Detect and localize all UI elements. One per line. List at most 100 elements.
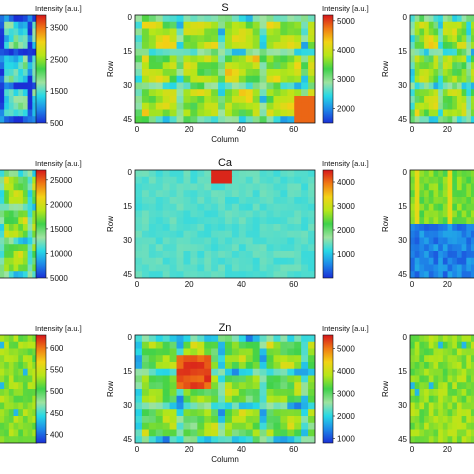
heatmap-cell bbox=[266, 75, 275, 84]
heatmap-cell bbox=[294, 42, 302, 50]
heatmap-cell bbox=[8, 176, 15, 185]
heatmap-cell bbox=[301, 203, 309, 212]
heatmap-cell bbox=[410, 203, 416, 212]
heatmap-cell bbox=[308, 35, 315, 43]
heatmap-cell bbox=[148, 257, 157, 266]
heatmap-cell bbox=[0, 69, 5, 77]
heatmap-cell bbox=[442, 203, 449, 212]
heatmap-cell bbox=[0, 335, 5, 343]
heatmap-cell bbox=[452, 203, 458, 212]
y-tick-label: 0 bbox=[403, 168, 408, 177]
heatmap-cell bbox=[169, 217, 178, 225]
x-tick-label: 60 bbox=[289, 445, 298, 454]
heatmap-cell bbox=[287, 416, 295, 424]
heatmap-cell bbox=[252, 102, 261, 111]
heatmap-cell bbox=[176, 257, 185, 266]
heatmap-cell bbox=[442, 335, 449, 343]
heatmap-cell bbox=[294, 395, 302, 404]
colorbar-tick-label: 4000 bbox=[337, 178, 355, 187]
heatmap-cell bbox=[252, 190, 261, 198]
heatmap-cell bbox=[18, 382, 24, 390]
x-tick-label: 40 bbox=[237, 280, 246, 289]
heatmap-cell bbox=[461, 15, 467, 23]
heatmap-cell bbox=[287, 75, 295, 84]
heatmap-cell bbox=[456, 224, 463, 232]
heatmap-cell bbox=[32, 82, 37, 90]
heatmap-cell bbox=[197, 230, 205, 239]
heatmap-cell bbox=[273, 271, 281, 278]
heatmap-cell bbox=[428, 183, 435, 191]
heatmap-cell bbox=[13, 48, 19, 57]
heatmap-cell bbox=[211, 96, 219, 104]
heatmap-cell bbox=[218, 335, 226, 343]
heatmap-cell bbox=[231, 251, 240, 259]
y-axis-label: Row bbox=[106, 61, 115, 77]
heatmap-cell bbox=[471, 355, 474, 363]
heatmap-cell bbox=[410, 116, 416, 123]
heatmap-cell bbox=[135, 55, 143, 63]
heatmap-cell bbox=[424, 102, 430, 111]
heatmap-cell bbox=[294, 402, 302, 410]
heatmap-cell bbox=[273, 375, 281, 383]
heatmap-cell bbox=[4, 230, 10, 239]
heatmap-cell bbox=[466, 264, 472, 272]
heatmap-cell bbox=[211, 75, 219, 84]
heatmap-cell bbox=[433, 210, 439, 218]
heatmap-cell bbox=[4, 203, 10, 212]
heatmap-cell bbox=[18, 42, 24, 50]
heatmap-cell bbox=[273, 362, 281, 370]
heatmap-cell bbox=[238, 82, 247, 90]
heatmap-cell bbox=[135, 382, 143, 390]
heatmap-cell bbox=[447, 402, 453, 410]
heatmap-cell bbox=[280, 203, 288, 212]
heatmap-cell bbox=[4, 69, 10, 77]
heatmap-cell bbox=[135, 116, 143, 123]
heatmap-cell bbox=[266, 170, 275, 178]
heatmap-cell bbox=[169, 109, 178, 117]
heatmap-cell bbox=[148, 335, 157, 343]
heatmap-cell bbox=[452, 55, 458, 63]
heatmap-cell bbox=[308, 75, 315, 84]
heatmap-cell bbox=[433, 395, 439, 404]
heatmap-cell bbox=[155, 102, 164, 111]
heatmap-cell bbox=[308, 389, 315, 397]
heatmap-cell bbox=[428, 176, 435, 185]
heatmap-cell bbox=[218, 35, 226, 43]
heatmap-cell bbox=[461, 409, 467, 417]
heatmap-cell bbox=[162, 382, 171, 390]
heatmap-cell bbox=[452, 362, 458, 370]
heatmap-cell bbox=[414, 237, 420, 245]
heatmap-cell bbox=[13, 409, 19, 417]
heatmap-cell bbox=[204, 224, 212, 232]
heatmap-cell bbox=[231, 237, 240, 245]
heatmap-cell bbox=[266, 271, 275, 278]
heatmap-cell bbox=[18, 75, 24, 84]
heatmap-cell bbox=[225, 362, 233, 370]
heatmap-cell bbox=[466, 62, 472, 70]
heatmap-cell bbox=[466, 389, 472, 397]
heatmap-cell bbox=[155, 217, 164, 225]
heatmap-cell bbox=[8, 75, 15, 84]
heatmap-cell bbox=[22, 389, 29, 397]
heatmap-cell bbox=[0, 48, 5, 57]
heatmap-cell bbox=[442, 257, 449, 266]
heatmap-cell bbox=[13, 348, 19, 356]
heatmap-cell bbox=[433, 271, 439, 278]
heatmap-cell bbox=[0, 395, 5, 404]
heatmap-cell bbox=[410, 257, 416, 266]
heatmap-cell bbox=[410, 237, 416, 245]
heatmap-cell bbox=[0, 355, 5, 363]
heatmap-cell bbox=[410, 429, 416, 437]
heatmap-cell bbox=[419, 42, 425, 50]
heatmap-cell bbox=[22, 96, 29, 104]
heatmap-cell bbox=[471, 237, 474, 245]
heatmap-cell bbox=[456, 197, 463, 205]
heatmap-cell bbox=[27, 42, 33, 50]
heatmap-cell bbox=[225, 409, 233, 417]
heatmap-cell bbox=[438, 429, 444, 437]
heatmap-cell bbox=[461, 89, 467, 97]
heatmap-cell bbox=[22, 224, 29, 232]
heatmap-cell bbox=[471, 75, 474, 84]
heatmap-cell bbox=[225, 89, 233, 97]
